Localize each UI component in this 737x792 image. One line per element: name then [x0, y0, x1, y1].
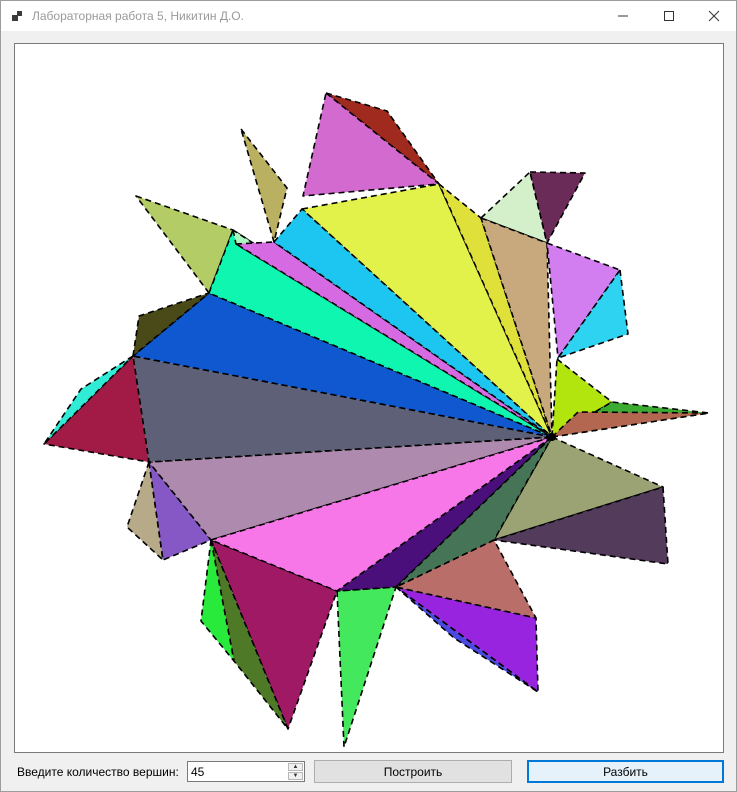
app-icon [12, 10, 24, 22]
triangle-18 [395, 586, 539, 693]
vertex-count-input[interactable] [189, 763, 289, 780]
triangle-2 [302, 92, 440, 197]
spin-down-icon[interactable]: ▼ [288, 772, 303, 780]
close-button[interactable] [691, 1, 737, 31]
title-bar[interactable]: Лабораторная работа 5, Никитин Д.О. [1, 1, 736, 31]
window-title: Лабораторная работа 5, Никитин Д.О. [32, 9, 244, 23]
triangle-23 [200, 539, 235, 662]
triangle-10 [557, 269, 629, 359]
triangle-7 [529, 171, 586, 244]
vertex-count-spinner[interactable]: ▲ ▼ [187, 761, 305, 782]
vertex-count-label: Введите количество вершин: [17, 765, 179, 779]
split-button[interactable]: Разбить [527, 760, 724, 783]
triangle-39 [395, 436, 553, 588]
triangle-3 [240, 128, 288, 243]
triangle-8 [480, 217, 553, 438]
triangle-15 [493, 486, 669, 565]
triangle-24 [126, 461, 164, 561]
spin-up-icon[interactable]: ▲ [288, 763, 303, 771]
triangle-13 [551, 411, 710, 438]
triangle-28 [43, 355, 150, 463]
triangle-32 [135, 195, 234, 294]
center-vertex [548, 433, 556, 441]
triangle-31 [132, 292, 210, 357]
triangle-29 [43, 355, 134, 445]
triangle-5 [438, 183, 553, 438]
minimize-icon [618, 15, 628, 17]
close-icon [708, 10, 720, 22]
triangle-36 [273, 208, 553, 438]
maximize-button[interactable] [646, 1, 692, 31]
build-button[interactable]: Построить [314, 760, 512, 783]
triangle-35 [235, 241, 553, 438]
triangulation-drawing [43, 92, 710, 748]
drawing-canvas[interactable] [14, 43, 724, 753]
minimize-button[interactable] [600, 1, 646, 31]
maximize-icon [664, 11, 674, 21]
triangle-20 [336, 586, 397, 748]
